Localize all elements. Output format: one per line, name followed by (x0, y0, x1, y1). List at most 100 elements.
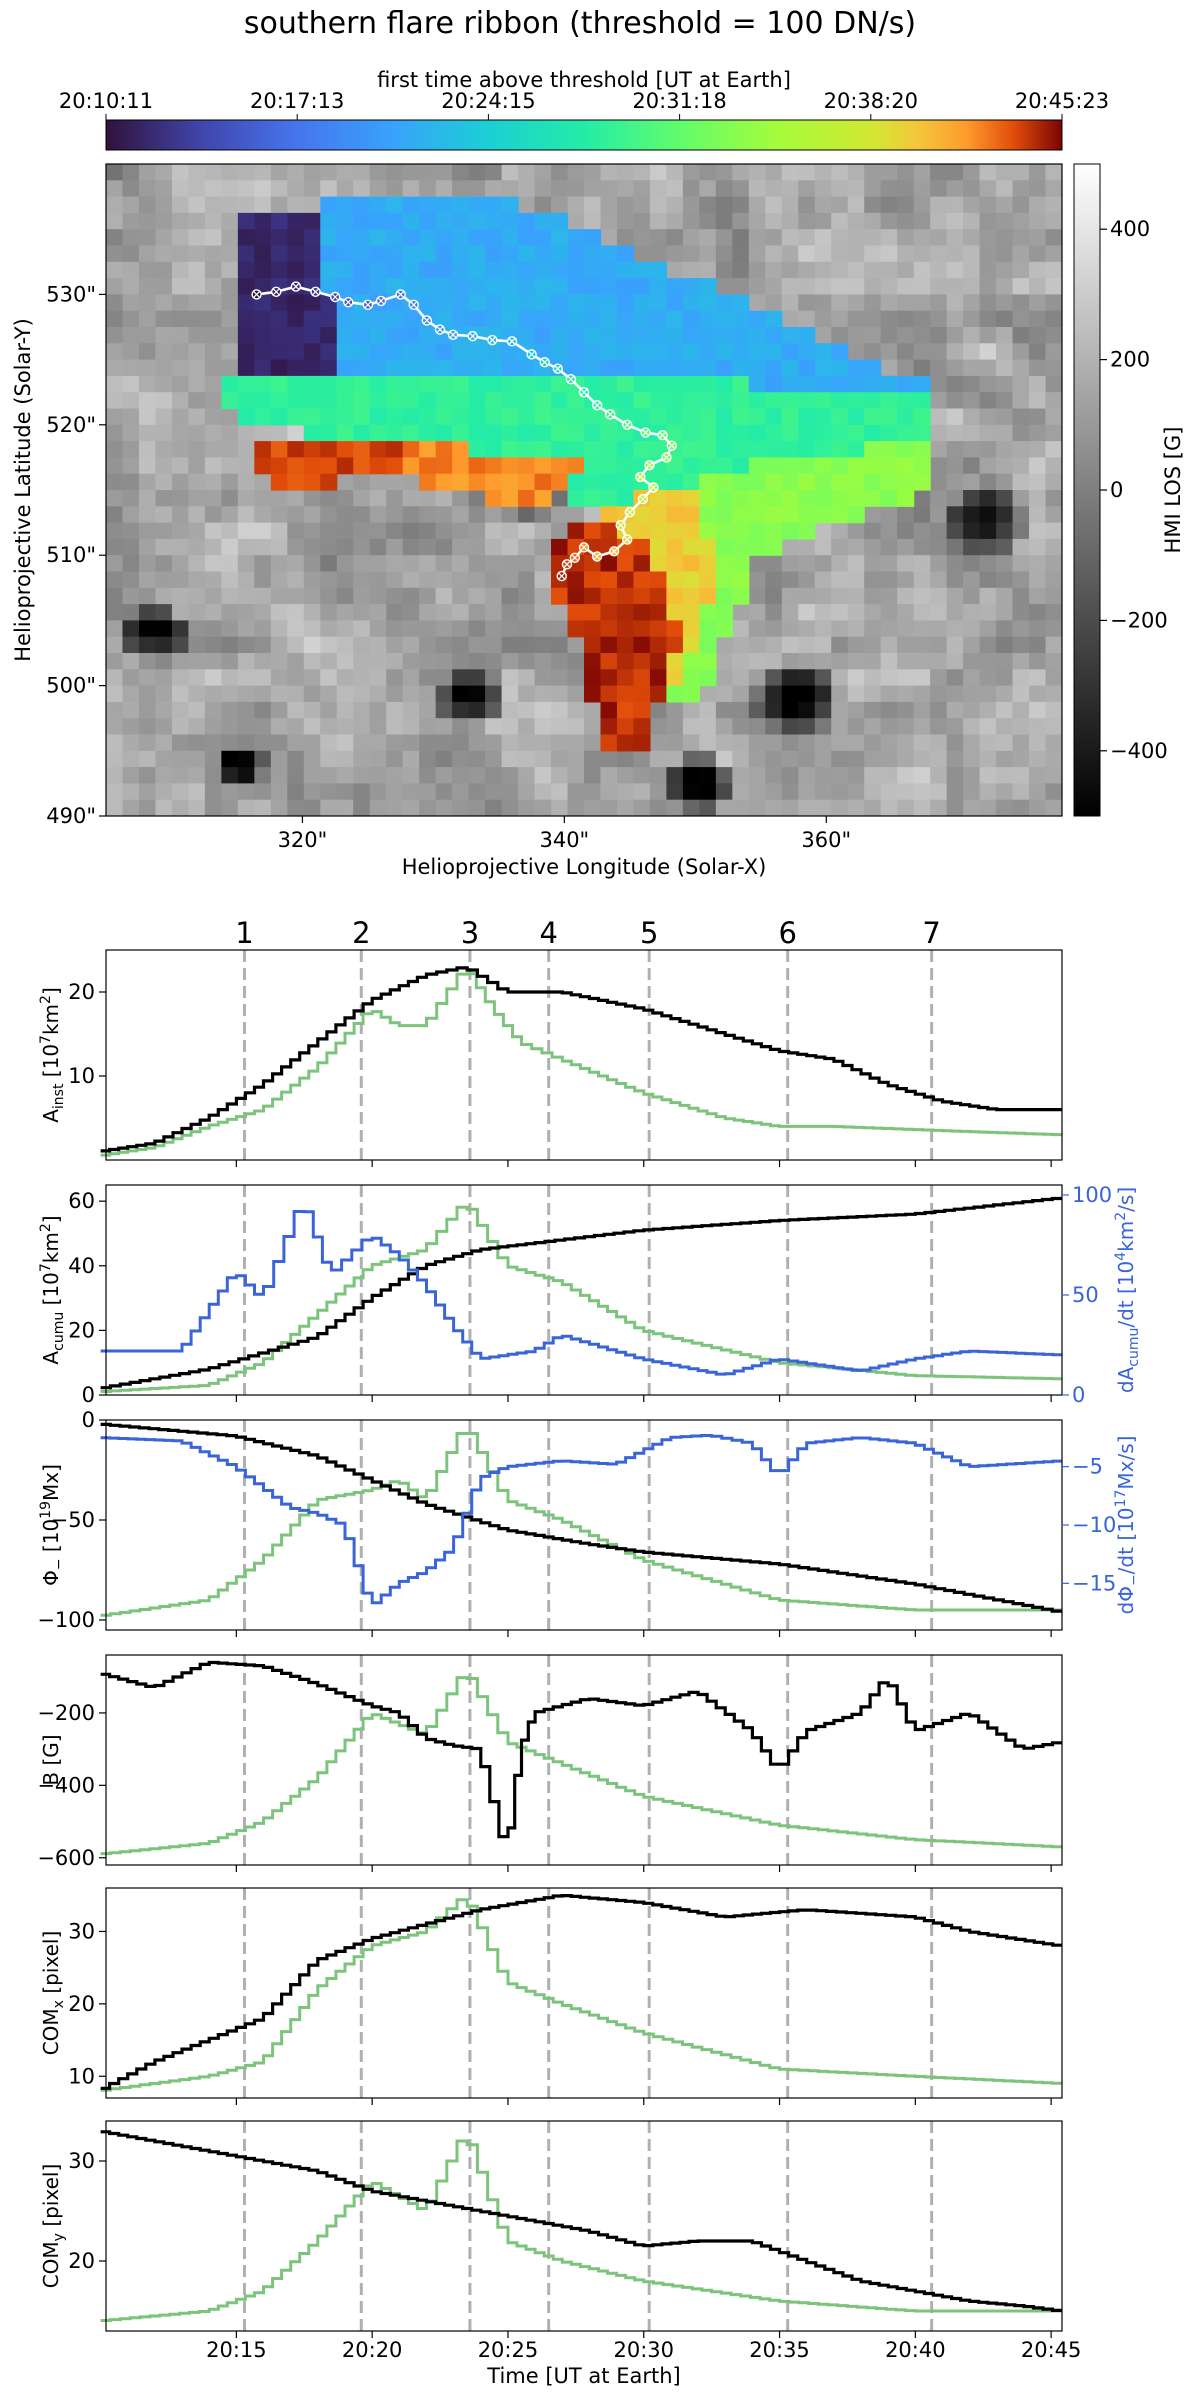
magnetogram-pixel (781, 669, 799, 687)
ribbon-pixel (765, 408, 783, 426)
magnetogram-pixel (303, 750, 321, 768)
magnetogram-pixel (996, 799, 1014, 816)
label-part: A (39, 1109, 63, 1123)
magnetogram-pixel (847, 196, 865, 214)
magnetogram-pixel (188, 457, 206, 475)
time-tick-label: 20:20 (342, 2338, 403, 2362)
ribbon-pixel (699, 392, 717, 410)
magnetogram-pixel (946, 261, 964, 279)
centroid-marker (624, 506, 636, 518)
magnetogram-pixel (930, 278, 948, 295)
magnetogram-pixel (122, 327, 140, 344)
ribbon-pixel (254, 359, 272, 377)
ribbon-pixel (386, 375, 404, 393)
magnetogram-pixel (847, 164, 865, 181)
magnetogram-pixel (221, 245, 239, 263)
ribbon-pixel (913, 473, 931, 491)
magnetogram-pixel (369, 685, 387, 703)
magnetogram-pixel (996, 424, 1014, 442)
magnetogram-pixel (106, 669, 124, 687)
magnetogram-pixel (254, 636, 272, 654)
ribbon-pixel (715, 620, 733, 638)
magnetogram-pixel (270, 669, 288, 687)
magnetogram-pixel (303, 718, 321, 736)
ribbon-pixel (468, 196, 486, 214)
magnetogram-pixel (880, 734, 898, 752)
magnetogram-pixel (781, 538, 799, 556)
centroid-marker (622, 419, 633, 430)
magnetogram-pixel (798, 799, 816, 816)
magnetogram-pixel (946, 424, 964, 442)
magnetogram-pixel (798, 278, 816, 295)
magnetogram-pixel (204, 799, 222, 816)
ribbon-pixel (847, 408, 865, 426)
magnetogram-pixel (188, 669, 206, 687)
ribbon-pixel (419, 294, 437, 312)
ribbon-pixel (270, 375, 288, 393)
magnetogram-pixel (748, 701, 766, 719)
magnetogram-pixel (930, 408, 948, 426)
magnetogram-pixel (155, 555, 173, 573)
magnetogram-pixel (485, 799, 503, 816)
magnetogram-pixel (551, 164, 569, 181)
magnetogram-pixel (287, 571, 305, 589)
magnetogram-pixel (831, 229, 849, 247)
magnetogram-pixel (1045, 229, 1062, 247)
magnetogram-pixel (996, 310, 1014, 328)
ribbon-pixel (699, 441, 717, 458)
ribbon-pixel (485, 424, 503, 442)
ribbon-pixel (353, 392, 371, 410)
ribbon-pixel (682, 538, 700, 556)
ribbon-pixel (781, 522, 799, 540)
magnetogram-pixel (897, 685, 915, 703)
magnetogram-pixel (204, 310, 222, 328)
magnetogram-pixel (122, 506, 140, 524)
magnetogram-pixel (864, 669, 882, 687)
magnetogram-pixel (106, 261, 124, 279)
magnetogram-pixel (897, 229, 915, 247)
magnetogram-pixel (1029, 327, 1047, 344)
magnetogram-pixel (699, 261, 717, 279)
ribbon-pixel (913, 424, 931, 442)
ribbon-pixel (369, 278, 387, 295)
magnetogram-pixel (880, 180, 898, 198)
magnetogram-pixel (138, 278, 157, 295)
magnetogram-pixel (386, 685, 404, 703)
magnetogram-pixel (715, 229, 733, 247)
ribbon-pixel (699, 327, 717, 344)
ribbon-pixel (682, 685, 700, 703)
ribbon-pixel (880, 441, 898, 458)
magnetogram-pixel (847, 212, 865, 230)
magnetogram-pixel (699, 685, 717, 703)
ribbon-pixel (765, 343, 783, 361)
centroid-marker (637, 493, 649, 505)
magnetogram-pixel (1012, 261, 1030, 279)
magnetogram-pixel (221, 734, 239, 752)
ribbon-pixel (369, 457, 387, 475)
ribbon-pixel (567, 457, 585, 475)
magnetogram-pixel (485, 587, 503, 605)
ribbon-pixel (287, 375, 305, 393)
magnetogram-pixel (122, 604, 140, 621)
magnetogram-pixel (138, 506, 157, 524)
magnetogram-pixel (946, 164, 964, 181)
magnetogram-pixel (106, 734, 124, 752)
magnetogram-pixel (171, 587, 190, 605)
centroid-marker (661, 452, 672, 463)
ribbon-pixel (518, 310, 536, 328)
magnetogram-pixel (798, 261, 816, 279)
magnetogram-pixel (814, 278, 832, 295)
magnetogram-pixel (946, 653, 964, 670)
magnetogram-pixel (963, 375, 981, 393)
magnetogram-pixel (287, 506, 305, 524)
magnetogram-pixel (188, 278, 206, 295)
label-part: /dt [10 (1114, 1507, 1138, 1574)
magnetogram-pixel (682, 799, 700, 816)
magnetogram-pixel (518, 636, 536, 654)
magnetogram-pixel (1045, 212, 1062, 230)
magnetogram-pixel (138, 343, 157, 361)
ribbon-pixel (534, 392, 552, 410)
ribbon-pixel (913, 441, 931, 458)
magnetogram-pixel (781, 767, 799, 784)
magnetogram-pixel (996, 408, 1014, 426)
